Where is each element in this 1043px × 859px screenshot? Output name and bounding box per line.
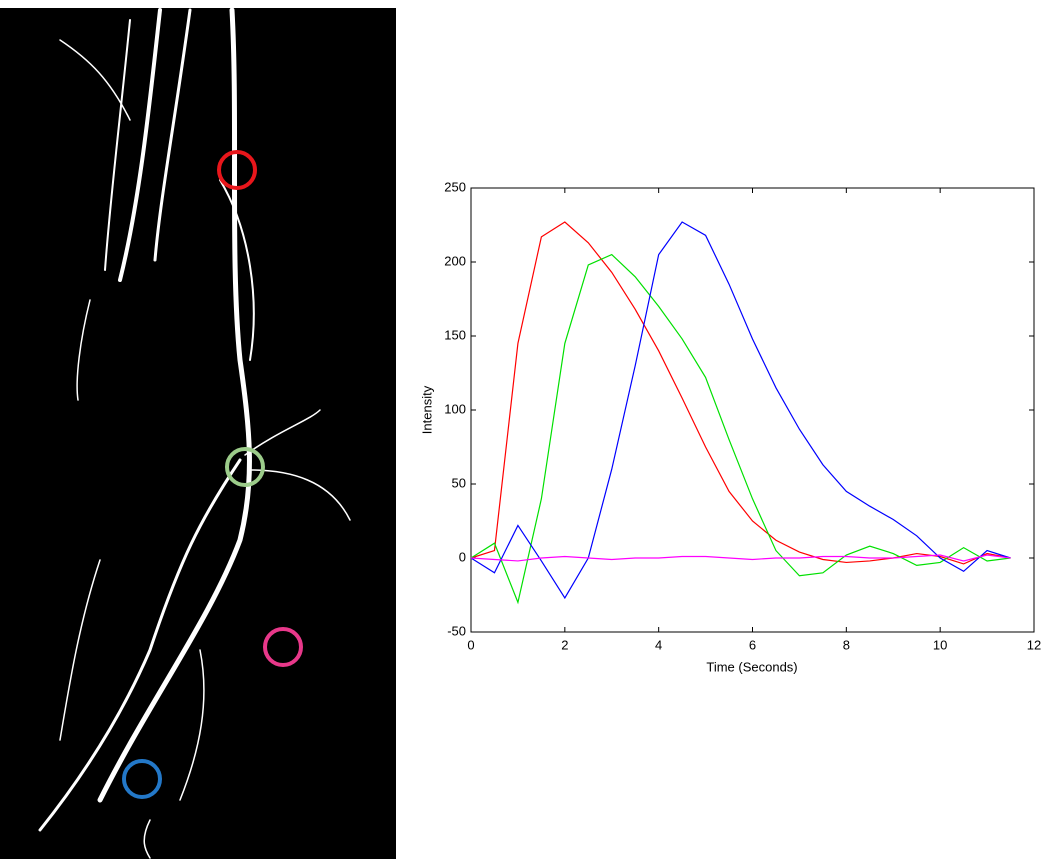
data-line xyxy=(470,253,1011,605)
roi-marker xyxy=(122,759,162,799)
microscopy-image xyxy=(0,7,396,859)
image-background xyxy=(0,8,396,859)
y-tick-label: 250 xyxy=(444,179,466,194)
data-line xyxy=(470,554,1011,562)
x-tick-label: 6 xyxy=(749,637,756,652)
x-tick-label: 12 xyxy=(1027,637,1041,652)
data-line xyxy=(470,221,1011,600)
x-tick-label: 2 xyxy=(561,637,568,652)
x-tick-label: 10 xyxy=(933,637,947,652)
x-tick-label: 0 xyxy=(467,637,474,652)
data-line xyxy=(470,221,1011,565)
x-tick-label: 8 xyxy=(843,637,850,652)
x-tick-label: 4 xyxy=(655,637,662,652)
roi-marker xyxy=(225,447,265,487)
y-tick-label: 100 xyxy=(444,401,466,416)
plot-frame xyxy=(470,187,1035,633)
roi-marker xyxy=(263,627,303,667)
y-tick-label: 200 xyxy=(444,253,466,268)
x-axis-label: Time (Seconds) xyxy=(706,659,797,674)
y-tick-label: 50 xyxy=(452,475,466,490)
y-tick-label: 0 xyxy=(459,549,466,564)
y-tick-label: 150 xyxy=(444,327,466,342)
y-axis-label: Intensity xyxy=(419,385,434,434)
roi-marker xyxy=(217,150,257,190)
y-tick-label: -50 xyxy=(447,623,466,638)
